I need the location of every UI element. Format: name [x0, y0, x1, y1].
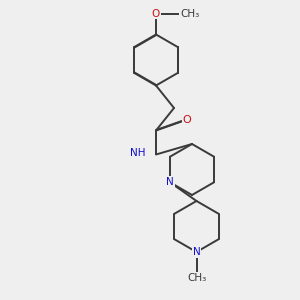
Text: O: O [182, 115, 191, 125]
Text: N: N [166, 177, 174, 187]
Text: N: N [193, 247, 200, 257]
Text: CH₃: CH₃ [180, 8, 200, 19]
Text: NH: NH [130, 148, 146, 158]
Text: O: O [152, 8, 160, 19]
Text: CH₃: CH₃ [187, 273, 206, 283]
